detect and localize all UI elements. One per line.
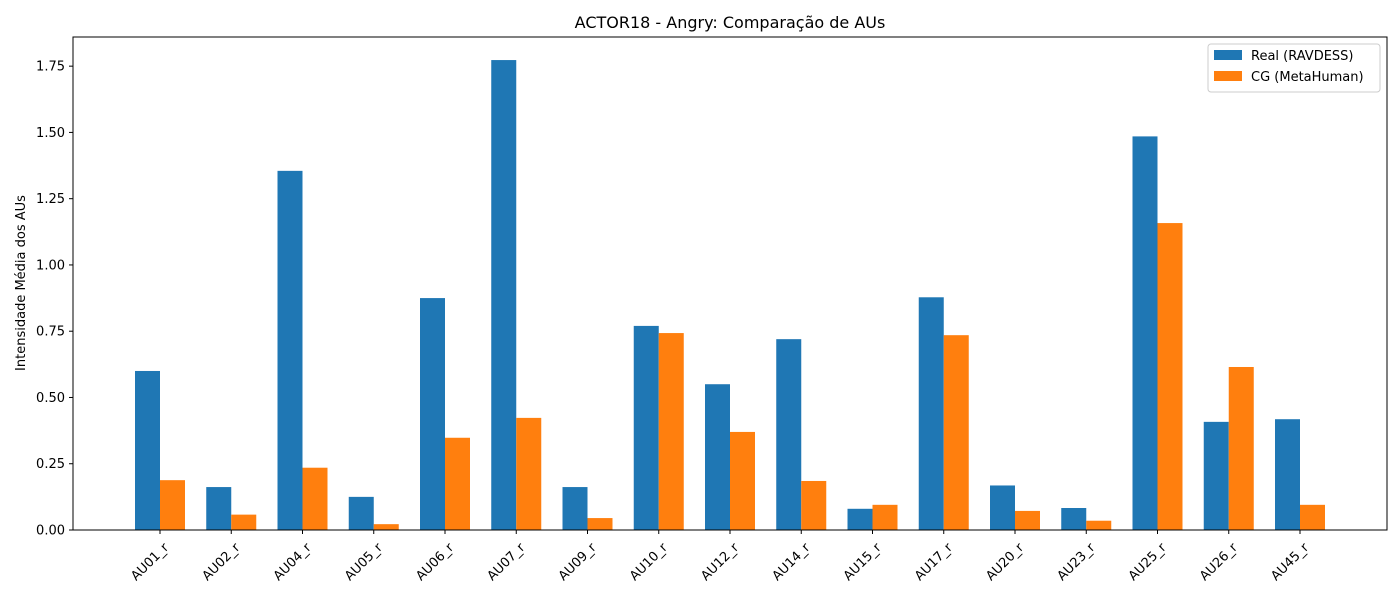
bar-real-au09-r — [562, 487, 588, 530]
bar-cg-au12-r — [730, 431, 755, 530]
bar-real-au04-r — [277, 170, 303, 530]
x-tick-label: AU20_r — [983, 540, 1027, 584]
bar-real-au10-r — [633, 325, 659, 530]
y-tick-label: 0.25 — [36, 457, 65, 472]
bar-real-au23-r — [1061, 508, 1087, 530]
x-tick-label: AU23_r — [1055, 540, 1099, 584]
x-tick-label: AU05_r — [342, 540, 386, 584]
bar-cg-au45-r — [1300, 504, 1325, 530]
bar-cg-au25-r — [1157, 223, 1183, 530]
legend-frame — [1207, 43, 1381, 93]
chart-title: ACTOR18 - Angry: Comparação de AUs — [575, 13, 886, 32]
x-tick-label: AU06_r — [413, 540, 457, 584]
x-tick-label: AU45_r — [1268, 540, 1312, 584]
legend: Real (RAVDESS) CG (MetaHuman) — [1207, 43, 1381, 93]
x-tick-label: AU15_r — [841, 540, 885, 584]
bar-real-au06-r — [420, 298, 445, 530]
bar-cg-au17-r — [943, 335, 969, 530]
bar-cg-au01-r — [160, 480, 185, 530]
bar-cg-au07-r — [516, 417, 542, 530]
bar-cg-au09-r — [587, 518, 613, 530]
bar-real-au12-r — [705, 384, 730, 530]
bar-cg-au06-r — [445, 437, 470, 530]
bar-real-au01-r — [135, 370, 160, 530]
bar-cg-au15-r — [872, 504, 898, 530]
y-tick-label: 0.00 — [36, 524, 65, 539]
legend-label-cg: CG (MetaHuman) — [1251, 70, 1364, 85]
x-tick-label: AU07_r — [485, 540, 529, 584]
bar-real-au15-r — [847, 508, 873, 530]
bar-real-au20-r — [990, 485, 1015, 530]
bar-real-au14-r — [776, 339, 802, 530]
bar-real-au26-r — [1203, 421, 1229, 530]
x-tick-label: AU09_r — [556, 540, 600, 584]
y-tick-label: 1.25 — [36, 192, 65, 207]
bars-group — [135, 60, 1325, 531]
bar-cg-au23-r — [1086, 520, 1112, 530]
x-tick-label: AU02_r — [200, 540, 244, 584]
bar-real-au17-r — [918, 297, 944, 530]
legend-swatch-real — [1214, 50, 1242, 60]
bar-cg-au26-r — [1228, 366, 1254, 530]
y-axis: 0.00 0.25 0.50 0.75 1.00 1.25 1.50 1.75 — [36, 60, 73, 539]
y-tick-label: 1.75 — [36, 60, 65, 75]
bar-real-au02-r — [206, 487, 232, 530]
legend-swatch-cg — [1214, 71, 1242, 81]
x-tick-label: AU26_r — [1197, 540, 1241, 584]
x-axis: AU01_r AU02_r AU04_r AU05_r AU06_r AU07_r AU09… — [128, 530, 1313, 584]
bar-cg-au04-r — [302, 467, 328, 530]
bar-cg-au10-r — [658, 333, 684, 530]
bar-cg-au02-r — [231, 514, 257, 530]
bar-cg-au20-r — [1015, 510, 1040, 530]
x-tick-label: AU12_r — [698, 540, 742, 584]
bar-real-au07-r — [491, 60, 517, 530]
x-tick-label: AU14_r — [770, 540, 814, 584]
x-tick-label: AU04_r — [271, 540, 315, 584]
y-tick-label: 0.50 — [36, 391, 65, 406]
x-tick-label: AU25_r — [1126, 540, 1170, 584]
y-tick-label: 0.75 — [36, 325, 65, 340]
x-tick-label: AU01_r — [128, 540, 172, 584]
y-tick-label: 1.50 — [36, 126, 65, 141]
bar-real-au25-r — [1132, 136, 1158, 531]
bar-real-au05-r — [348, 496, 374, 530]
y-tick-label: 1.00 — [36, 258, 65, 273]
bar-real-au45-r — [1275, 419, 1300, 530]
y-axis-label: Intensidade Média dos AUs — [14, 195, 29, 371]
bar-cg-au05-r — [373, 524, 399, 530]
bar-cg-au14-r — [801, 480, 827, 530]
x-tick-label: AU10_r — [627, 540, 671, 584]
legend-label-real: Real (RAVDESS) — [1251, 49, 1354, 64]
x-tick-label: AU17_r — [912, 540, 956, 584]
